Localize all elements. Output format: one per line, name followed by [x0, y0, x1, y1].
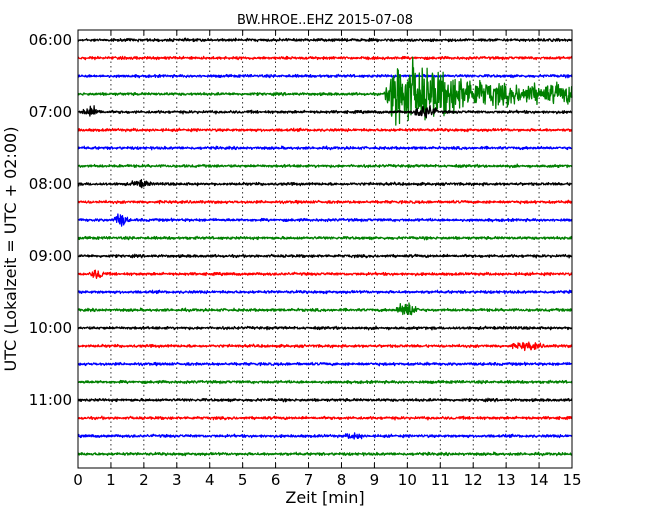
- x-tick-label: 8: [337, 471, 347, 489]
- x-tick-label: 14: [530, 471, 549, 489]
- trace-row: [77, 341, 573, 352]
- trace-row: [77, 415, 573, 421]
- trace-row: [77, 104, 573, 119]
- trace-row: [77, 213, 573, 227]
- y-tick-label: 11:00: [29, 391, 72, 409]
- x-tick-label: 12: [464, 471, 483, 489]
- x-tick-label: 15: [562, 471, 581, 489]
- x-tick-label: 10: [398, 471, 417, 489]
- trace-row: [77, 145, 573, 151]
- trace-row: [77, 127, 573, 133]
- trace-row: [77, 361, 573, 367]
- x-tick-label: 4: [205, 471, 215, 489]
- trace-row: [77, 56, 573, 126]
- x-tick-label: 5: [238, 471, 248, 489]
- trace-row: [77, 55, 573, 61]
- y-tick-label: 06:00: [29, 31, 72, 49]
- y-axis-label: UTC (Lokalzeit = UTC + 02:00): [1, 127, 20, 372]
- x-tick-label: 0: [73, 471, 83, 489]
- trace-row: [77, 269, 573, 280]
- trace-row: [77, 451, 573, 457]
- ticks-layer: 0 1 2 3 4 5 6 7 8 9 10 11 12 13 14 1506:0007:0008:0009:…: [29, 30, 582, 489]
- x-tick-label: 13: [497, 471, 516, 489]
- x-tick-label: 9: [370, 471, 380, 489]
- y-tick-label: 07:00: [29, 103, 72, 121]
- trace-row: [77, 289, 573, 295]
- trace-row: [77, 199, 573, 205]
- trace-row: [77, 325, 573, 331]
- trace-row: [77, 73, 573, 79]
- plot-frame: [77, 29, 573, 469]
- chart-title: BW.HROE..EHZ 2015-07-08: [237, 13, 413, 28]
- x-tick-label: 3: [172, 471, 182, 489]
- trace-row: [77, 37, 573, 43]
- trace-row: [77, 253, 573, 259]
- y-tick-label: 09:00: [29, 247, 72, 265]
- y-tick-label: 10:00: [29, 319, 72, 337]
- trace-row: [77, 432, 573, 440]
- trace-row: [77, 235, 573, 241]
- trace-row: [77, 397, 573, 403]
- x-tick-label: 1: [106, 471, 116, 489]
- x-tick-label: 6: [271, 471, 281, 489]
- x-tick-label: 7: [304, 471, 314, 489]
- x-axis-label: Zeit [min]: [285, 488, 364, 507]
- x-tick-label: 2: [139, 471, 149, 489]
- trace-row: [77, 178, 573, 189]
- trace-row: [77, 302, 573, 316]
- x-tick-label: 11: [431, 471, 450, 489]
- trace-row: [77, 163, 573, 169]
- traces-layer: [77, 37, 573, 457]
- y-tick-label: 08:00: [29, 175, 72, 193]
- trace-row: [77, 379, 573, 385]
